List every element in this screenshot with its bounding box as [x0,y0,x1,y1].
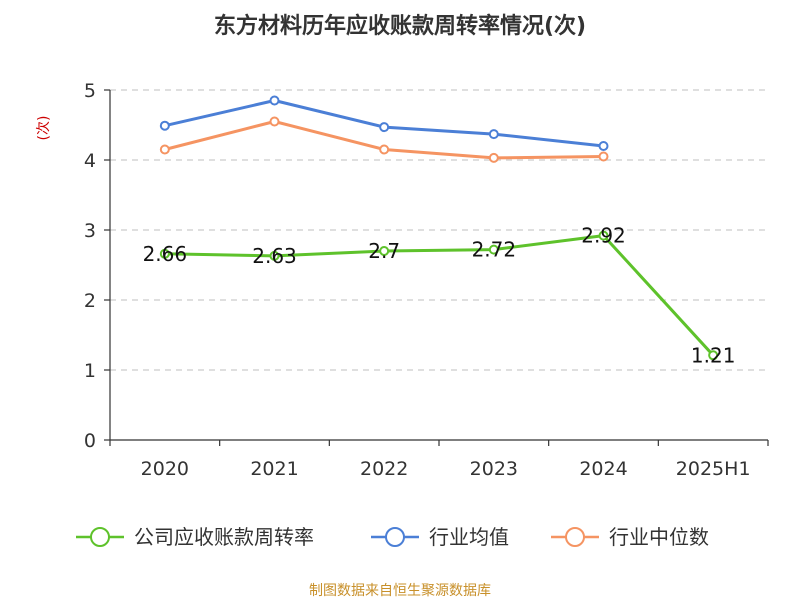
series-group [159,95,719,361]
data-point[interactable] [269,250,280,261]
data-label: 2.92 [581,224,626,248]
data-label: 2.72 [472,238,517,262]
data-point[interactable] [598,151,609,162]
y-tick-label: 4 [84,150,96,172]
x-tick-label: 2024 [579,458,627,480]
data-point[interactable] [269,116,280,127]
data-point[interactable] [159,248,170,259]
axes [104,89,769,446]
data-point[interactable] [379,246,390,256]
legend-item[interactable]: 行业均值 [371,525,509,549]
legend-marker-icon [90,527,110,547]
data-point[interactable] [379,122,390,133]
x-tick-label: 2022 [360,458,408,480]
y-tick-label: 2 [84,290,96,312]
legend[interactable]: 公司应收账款周转率 行业均值 行业中位数 [76,525,709,549]
y-axis-label: (次) [36,116,52,141]
y-tick-label: 3 [84,220,96,242]
legend-label: 公司应收账款周转率 [134,525,314,549]
y-tick-label: 5 [84,80,96,102]
data-point[interactable] [488,129,499,140]
data-labels: 2.66 2.63 2.7 2.72 2.92 1.21 [143,224,736,368]
legend-marker-icon [565,527,585,547]
legend-label: 行业均值 [429,525,509,549]
legend-label: 行业中位数 [609,525,709,549]
y-tick-labels: 0 1 2 3 4 5 [84,80,96,452]
y-tick-label: 0 [84,430,96,452]
y-tick-label: 1 [84,360,96,382]
data-label: 2.7 [368,239,400,263]
data-point[interactable] [379,144,390,155]
series-line [164,234,715,357]
data-label: 2.66 [143,242,188,266]
data-point[interactable] [598,230,609,241]
source-note: 制图数据来自恒生聚源数据库 [309,583,491,599]
data-point[interactable] [159,144,170,155]
data-label: 2.63 [252,244,297,268]
x-tick-label: 2023 [470,458,518,480]
x-tick-labels: 2020 2021 2022 2023 2024 2025H1 [141,458,751,480]
x-tick-label: 2021 [250,458,298,480]
data-label: 1.21 [691,343,736,367]
data-point[interactable] [269,95,280,106]
legend-item[interactable]: 行业中位数 [551,525,709,549]
data-point[interactable] [488,244,499,255]
chart-title: 东方材料历年应收账款周转率情况(次) [214,13,586,39]
x-tick-label: 2020 [141,458,189,480]
data-point[interactable] [488,152,499,163]
data-point[interactable] [708,350,719,361]
data-point[interactable] [159,120,170,131]
legend-item[interactable]: 公司应收账款周转率 [76,525,314,549]
legend-marker-icon [385,527,405,547]
data-point[interactable] [598,141,609,151]
x-tick-label: 2025H1 [676,458,751,480]
